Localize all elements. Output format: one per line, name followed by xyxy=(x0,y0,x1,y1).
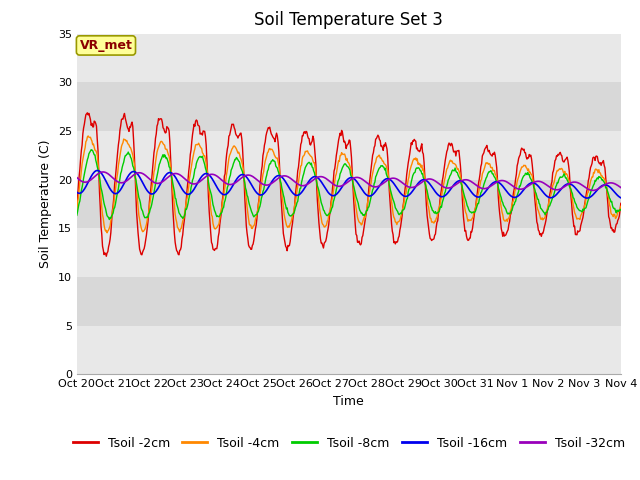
Title: Soil Temperature Set 3: Soil Temperature Set 3 xyxy=(254,11,444,29)
Bar xyxy=(77,34,621,82)
Bar xyxy=(77,82,621,131)
X-axis label: Time: Time xyxy=(333,395,364,408)
Bar xyxy=(77,131,621,180)
Bar xyxy=(77,326,621,374)
Legend: Tsoil -2cm, Tsoil -4cm, Tsoil -8cm, Tsoil -16cm, Tsoil -32cm: Tsoil -2cm, Tsoil -4cm, Tsoil -8cm, Tsoi… xyxy=(68,432,630,455)
Bar xyxy=(77,277,621,326)
Y-axis label: Soil Temperature (C): Soil Temperature (C) xyxy=(39,140,52,268)
Bar xyxy=(77,228,621,277)
Text: VR_met: VR_met xyxy=(79,39,132,52)
Bar xyxy=(77,180,621,228)
